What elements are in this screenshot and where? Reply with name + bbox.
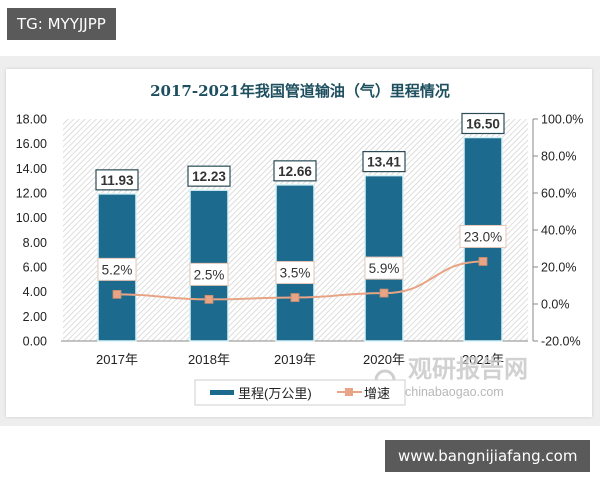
growth-value-label: 2.5% <box>194 267 225 282</box>
x-axis-tick: 2020年 <box>363 352 405 367</box>
left-axis-tick: 2.00 <box>23 310 47 324</box>
right-axis-tick: 20.0% <box>541 261 576 275</box>
right-axis-tick: 40.0% <box>541 224 576 238</box>
bar-value-label: 13.41 <box>367 155 401 170</box>
right-axis-tick: 60.0% <box>541 187 576 201</box>
growth-label-box <box>189 262 229 286</box>
right-axis-tick: -20.0% <box>541 335 581 349</box>
growth-label-box <box>275 261 315 285</box>
left-axis-tick: 8.00 <box>23 236 47 250</box>
growth-marker <box>478 257 488 266</box>
bar-label-box <box>362 151 406 173</box>
right-axis-tick: 0.0% <box>541 298 570 312</box>
growth-value-label: 5.2% <box>102 262 133 277</box>
bar-label-box <box>461 112 505 135</box>
growth-marker <box>290 293 300 302</box>
growth-label-box <box>364 256 404 280</box>
left-axis-tick: 18.00 <box>16 113 47 127</box>
left-axis-tick: 14.00 <box>16 162 47 176</box>
x-axis-tick: 2017年 <box>96 352 138 367</box>
x-axis-tick: 2018年 <box>188 352 230 367</box>
left-axis-tick: 12.00 <box>16 187 47 201</box>
chart-title: 2017-2021年我国管道输油（气）里程情况 <box>150 82 450 100</box>
left-axis-tick: 10.00 <box>16 211 47 225</box>
bar-label-box <box>95 169 139 191</box>
right-axis-tick: 80.0% <box>541 150 576 164</box>
legend-line-label: 增速 <box>364 386 390 401</box>
tg-watermark: TG: MYYJJPP <box>7 8 116 40</box>
plot-area: 0.00 2.00 4.00 6.00 8.00 10.00 12.00 14.00 16.00… <box>16 112 583 406</box>
source-logo-cn: 观研报告网 <box>408 356 528 383</box>
growth-marker <box>112 289 122 299</box>
left-axis-tick: 16.00 <box>16 137 47 151</box>
legend-bar-label: 里程(万公里) <box>238 386 312 401</box>
growth-label-box <box>459 224 507 248</box>
source-logo-en: chinabaogao.com <box>405 385 504 399</box>
right-axis-tick: 100.0% <box>541 113 583 127</box>
growth-label-box <box>97 257 137 281</box>
growth-marker <box>204 294 214 304</box>
growth-value-label: 3.5% <box>280 266 311 281</box>
legend-line-marker <box>345 388 353 396</box>
growth-marker <box>379 288 389 298</box>
bar-value-label: 12.66 <box>278 164 312 179</box>
left-axis-tick: 6.00 <box>23 261 47 275</box>
bar-label-box <box>273 160 317 182</box>
x-axis-tick: 2021年 <box>462 352 504 367</box>
growth-value-label: 5.9% <box>369 261 400 276</box>
left-axis-tick: 0.00 <box>23 335 47 349</box>
x-axis-tick: 2019年 <box>274 352 316 367</box>
site-watermark: www.bangnijiafang.com <box>385 440 591 472</box>
growth-value-label: 23.0% <box>464 229 502 244</box>
left-axis-tick: 4.00 <box>23 285 47 299</box>
bar-value-label: 12.23 <box>192 169 226 184</box>
bar-value-label: 16.50 <box>466 117 500 132</box>
legend-bar-swatch <box>210 390 234 395</box>
bar-label-box <box>187 165 231 187</box>
bar-value-label: 11.93 <box>100 173 134 188</box>
